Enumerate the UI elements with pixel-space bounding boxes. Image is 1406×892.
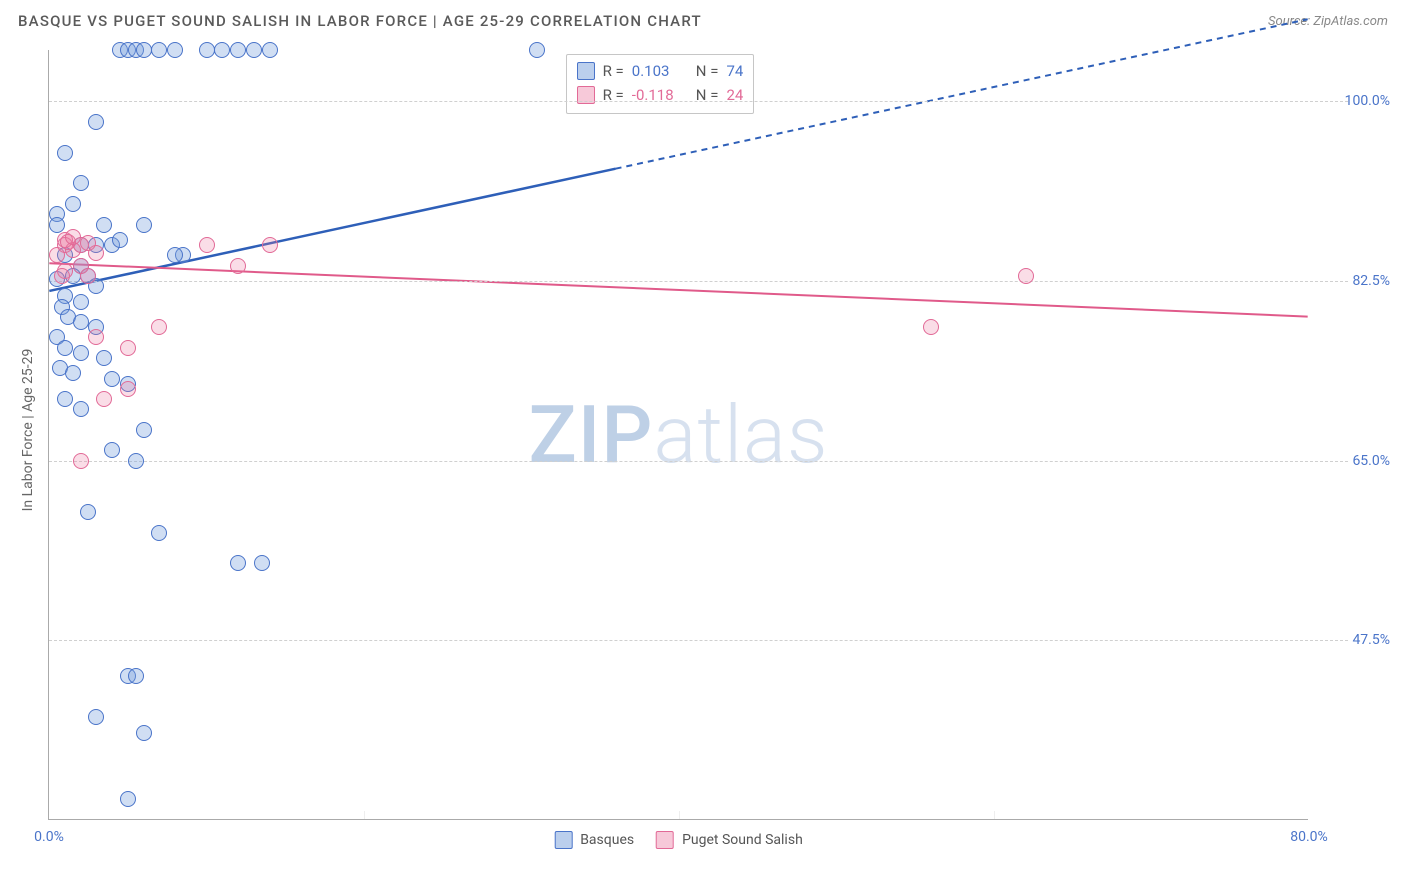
scatter-point [151, 525, 167, 541]
legend-item: Puget Sound Salish [656, 831, 803, 849]
legend-swatch [554, 831, 572, 849]
scatter-point [49, 247, 65, 263]
scatter-point [73, 453, 89, 469]
scatter-point [96, 391, 112, 407]
gridline-horizontal [49, 640, 1348, 641]
scatter-point [104, 442, 120, 458]
scatter-point [65, 229, 81, 245]
x-tick-label: 0.0% [34, 829, 64, 845]
y-tick-label: 100.0% [1320, 93, 1390, 109]
legend-swatch [577, 62, 595, 80]
correlation-stats-legend: R = 0.103 N = 74 R = -0.118 N = 24 [566, 54, 755, 114]
scatter-point [199, 42, 215, 58]
scatter-point [136, 217, 152, 233]
r-label: R = [603, 83, 624, 107]
gridline-horizontal [49, 101, 1348, 102]
scatter-point [104, 371, 120, 387]
n-value: 74 [726, 59, 743, 83]
scatter-point [151, 42, 167, 58]
trendlines-layer [49, 50, 1308, 819]
scatter-point [128, 453, 144, 469]
n-value: 24 [726, 83, 743, 107]
x-tick-mark [364, 811, 365, 819]
scatter-point [96, 350, 112, 366]
scatter-point [73, 175, 89, 191]
legend-label: Basques [580, 832, 634, 848]
x-tick-mark [994, 811, 995, 819]
scatter-point [167, 42, 183, 58]
scatter-point [88, 709, 104, 725]
scatter-point [73, 401, 89, 417]
y-tick-label: 82.5% [1320, 273, 1390, 289]
y-axis-label: In Labor Force | Age 25-29 [20, 349, 36, 512]
scatter-point [88, 329, 104, 345]
scatter-point [73, 314, 89, 330]
scatter-point [923, 319, 939, 335]
scatter-point [529, 42, 545, 58]
scatter-point [120, 791, 136, 807]
scatter-point [262, 42, 278, 58]
legend-item: Basques [554, 831, 634, 849]
scatter-point [262, 237, 278, 253]
scatter-point [230, 258, 246, 274]
source-attribution: Source: ZipAtlas.com [1268, 14, 1388, 29]
scatter-point [151, 319, 167, 335]
r-value: -0.118 [632, 83, 688, 107]
n-label: N = [696, 83, 719, 107]
scatter-point [80, 268, 96, 284]
scatter-point [120, 340, 136, 356]
watermark-atlas: atlas [653, 388, 828, 482]
x-tick-label: 80.0% [1290, 829, 1328, 845]
scatter-point [230, 42, 246, 58]
gridline-horizontal [49, 281, 1348, 282]
scatter-point [167, 247, 183, 263]
scatter-point [136, 725, 152, 741]
scatter-point [49, 217, 65, 233]
scatter-point [230, 555, 246, 571]
scatter-point [73, 294, 89, 310]
scatter-point [199, 237, 215, 253]
x-tick-mark [679, 811, 680, 819]
scatter-point [246, 42, 262, 58]
chart-title: BASQUE VS PUGET SOUND SALISH IN LABOR FO… [18, 12, 702, 30]
watermark-zip: ZIP [529, 388, 654, 482]
scatter-point [88, 114, 104, 130]
scatter-point [96, 217, 112, 233]
scatter-point [73, 345, 89, 361]
scatter-point [65, 196, 81, 212]
legend-swatch [656, 831, 674, 849]
scatter-point [120, 381, 136, 397]
r-label: R = [603, 59, 624, 83]
watermark: ZIPatlas [529, 388, 829, 482]
scatter-point [57, 391, 73, 407]
y-tick-label: 65.0% [1320, 453, 1390, 469]
scatter-point [112, 232, 128, 248]
scatter-point [128, 668, 144, 684]
scatter-point [1018, 268, 1034, 284]
scatter-point [214, 42, 230, 58]
chart-plot-area: ZIPatlas R =0.103N =74R =-0.118N =24 Bas… [48, 50, 1308, 820]
n-label: N = [696, 59, 719, 83]
legend-label: Puget Sound Salish [682, 832, 803, 848]
stats-row: R = 0.103 N = 74 [577, 59, 744, 83]
scatter-point [80, 504, 96, 520]
r-value: 0.103 [632, 59, 688, 83]
series-legend: Basques Puget Sound Salish [554, 831, 803, 849]
scatter-point [136, 42, 152, 58]
scatter-point [80, 235, 96, 251]
scatter-point [57, 145, 73, 161]
gridline-horizontal [49, 461, 1348, 462]
scatter-point [254, 555, 270, 571]
scatter-point [136, 422, 152, 438]
scatter-point [54, 268, 70, 284]
scatter-point [65, 365, 81, 381]
stats-row: R = -0.118 N = 24 [577, 83, 744, 107]
y-tick-label: 47.5% [1320, 632, 1390, 648]
scatter-point [57, 340, 73, 356]
